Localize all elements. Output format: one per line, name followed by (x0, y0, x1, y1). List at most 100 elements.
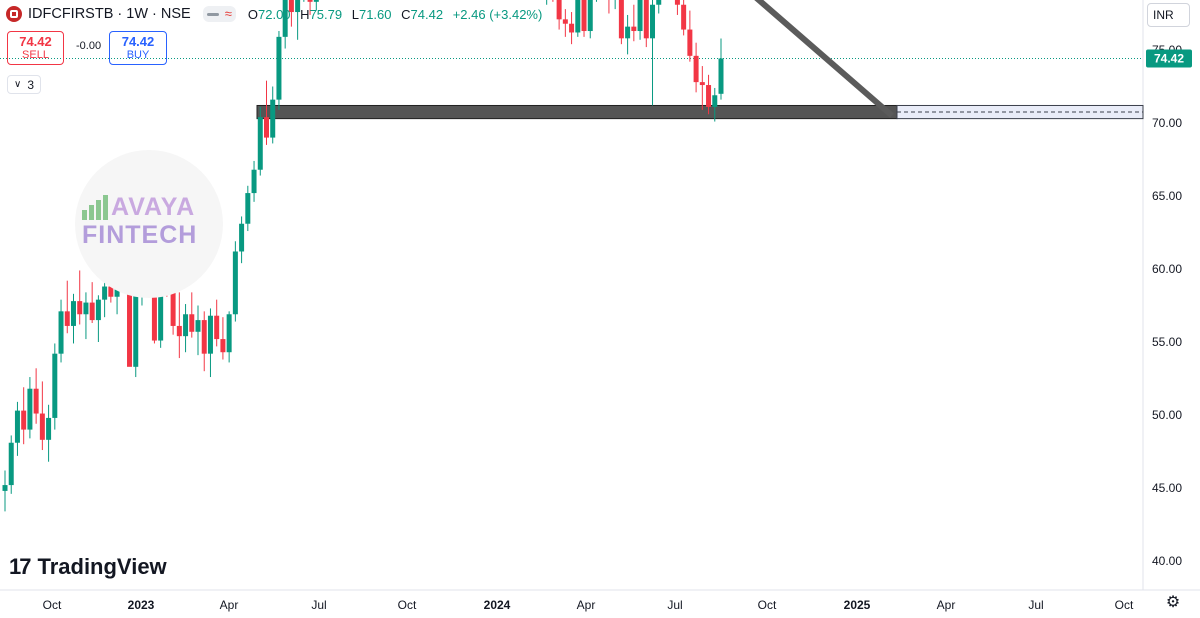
x-tick-label: Apr (937, 598, 956, 612)
candle-body (133, 285, 139, 367)
currency-selector[interactable]: INR (1147, 3, 1190, 27)
candle-body (21, 410, 27, 430)
legend-header: IDFCFIRSTB · 1W · NSE ≈ O72.00 H75.79 L7… (6, 4, 548, 24)
watermark-circle (75, 150, 223, 298)
y-tick-label: 45.00 (1152, 481, 1182, 495)
candle-body (158, 264, 164, 341)
x-tick-label: Oct (1115, 598, 1134, 612)
x-tick-label: Oct (758, 598, 777, 612)
y-tick-label: 60.00 (1152, 262, 1182, 276)
candle-body (14, 410, 20, 443)
change-value: +2.46 (+3.42%) (452, 6, 543, 22)
candle-body (8, 442, 14, 486)
x-tick-label: 2024 (484, 598, 511, 612)
x-tick-label: Jul (667, 598, 682, 612)
sell-button[interactable]: 74.42 SELL (7, 31, 64, 65)
sell-label: SELL (22, 49, 49, 61)
y-tick-label: 40.00 (1152, 554, 1182, 568)
candle-body (207, 315, 213, 354)
y-tick-label: 55.00 (1152, 335, 1182, 349)
tradingview-logo[interactable]: 17 TradingView (9, 554, 167, 580)
gear-icon[interactable]: ⚙ (1165, 594, 1181, 611)
candle-body (282, 0, 288, 37)
y-tick-label: 65.00 (1152, 189, 1182, 203)
candle-body (575, 0, 581, 33)
candle-body (257, 117, 263, 170)
open-value: 72.00 (258, 6, 291, 22)
high-key: H (300, 6, 310, 22)
x-tick-label: 2025 (844, 598, 871, 612)
candle-body (562, 19, 568, 24)
candle-body (270, 99, 276, 138)
open-key: O (247, 6, 258, 22)
low-key: L (351, 6, 359, 22)
candle-body (569, 23, 575, 33)
candle-body (239, 223, 245, 252)
candle-body (151, 280, 157, 341)
symbol-title[interactable]: IDFCFIRSTB · 1W · NSE (28, 6, 191, 22)
legend-toggle-pill[interactable]: ≈ (202, 6, 236, 22)
tradingview-wordmark: TradingView (37, 554, 167, 579)
candle-body (27, 388, 33, 430)
candle-body (712, 95, 718, 107)
candle-body (39, 413, 45, 440)
buy-button[interactable]: 74.42 BUY (109, 31, 167, 65)
candle-body (52, 353, 58, 418)
buy-price: 74.42 (121, 34, 155, 49)
candle-body (214, 315, 220, 340)
x-tick-label: 2023 (128, 598, 155, 612)
x-tick-label: Oct (398, 598, 417, 612)
high-value: 75.79 (309, 6, 343, 22)
candle-body (70, 301, 76, 326)
ohlc-values: O72.00 H75.79 L71.60 C74.42 +2.46 (+3.42… (248, 7, 548, 22)
candle-body (674, 0, 680, 5)
x-tick-label: Apr (220, 598, 239, 612)
close-value: 74.42 (410, 6, 444, 22)
buy-label: BUY (126, 49, 150, 61)
candle-body (263, 117, 269, 138)
candle-body (176, 325, 182, 337)
y-tick-label: 70.00 (1152, 116, 1182, 130)
x-tick-label: Jul (311, 598, 326, 612)
candle-body (33, 388, 39, 414)
watermark-logo: AVAYA (82, 195, 195, 220)
tradingview-mark-icon: 17 (9, 554, 32, 579)
candle-body (83, 302, 89, 315)
candle-body (650, 4, 656, 39)
candle-body (631, 26, 637, 32)
indicator-count: 3 (27, 77, 34, 92)
candle-body (587, 0, 593, 32)
x-tick-label: Jul (1028, 598, 1043, 612)
candle-body (625, 26, 631, 39)
candle-body (718, 58, 724, 94)
candle-body (581, 0, 587, 32)
candle-body (201, 320, 207, 354)
candle-body (102, 286, 108, 300)
candle-body (226, 314, 232, 353)
watermark-bars-icon (82, 195, 108, 220)
candle-body (77, 301, 83, 315)
candle-body (251, 169, 257, 194)
chevron-down-icon: ∨ (13, 79, 22, 90)
candle-body (693, 55, 699, 83)
candle-body (288, 0, 294, 13)
candle-body (618, 0, 624, 39)
indicators-collapse-button[interactable]: ∨ 3 (7, 75, 41, 94)
low-value: 71.60 (358, 6, 392, 22)
x-tick-label: Apr (577, 598, 596, 612)
candle-body (232, 251, 238, 315)
candle-body (637, 0, 643, 32)
candle-body (195, 320, 201, 332)
minus-icon[interactable] (206, 12, 219, 16)
wave-icon[interactable]: ≈ (224, 6, 232, 21)
candle-body (108, 286, 114, 297)
trendline (754, 0, 894, 118)
spread-value: -0.00 (76, 40, 102, 52)
candle-body (189, 314, 195, 332)
y-tick-label: 50.00 (1152, 408, 1182, 422)
candle-body (307, 0, 313, 2)
candle-body (245, 193, 251, 224)
candle-body (46, 417, 52, 440)
candle-body (295, 0, 301, 13)
